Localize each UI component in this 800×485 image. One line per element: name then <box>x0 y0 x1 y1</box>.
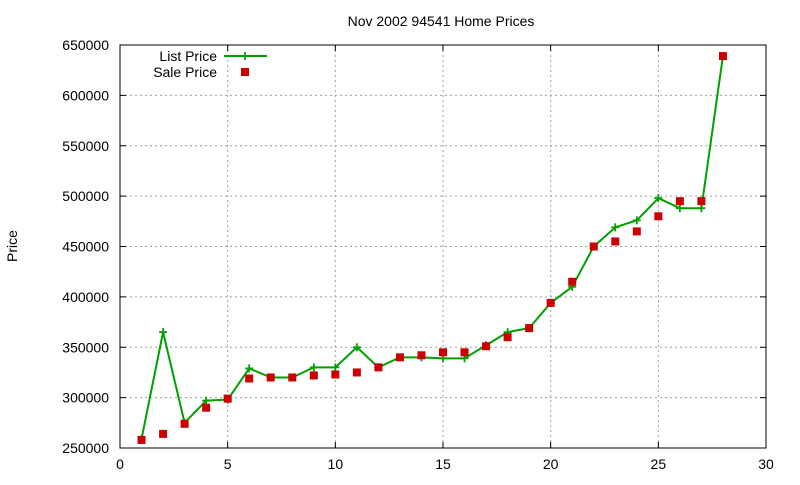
list-price-point <box>675 204 684 213</box>
sale-price-point <box>611 237 620 246</box>
series-sale-price <box>137 52 727 444</box>
list-price-point <box>245 364 254 373</box>
sale-price-point <box>374 363 383 372</box>
y-axis-title: Price <box>4 230 20 262</box>
y-tick-label: 550000 <box>62 138 109 154</box>
sale-price-point <box>675 197 684 206</box>
y-tick-label: 600000 <box>62 87 109 103</box>
sale-price-point <box>718 52 727 61</box>
sale-price-point <box>503 333 512 342</box>
grid <box>120 45 766 448</box>
sale-price-point <box>223 394 232 403</box>
list-price-point <box>654 194 663 203</box>
sale-price-point <box>482 342 491 351</box>
legend-label-list-price: List Price <box>159 48 217 64</box>
sale-price-point <box>697 197 706 206</box>
sale-price-point <box>180 419 189 428</box>
sale-price-point <box>525 324 534 333</box>
list-price-point <box>632 216 641 225</box>
series-list-price <box>137 52 727 443</box>
y-tick-label: 450000 <box>62 239 109 255</box>
y-tick-label: 650000 <box>62 37 109 53</box>
sale-price-point <box>460 348 469 357</box>
sale-price-point <box>288 373 297 382</box>
sale-price-point <box>417 351 426 360</box>
sale-price-point <box>159 429 168 438</box>
legend-label-sale-price: Sale Price <box>153 64 217 80</box>
y-tick-label: 500000 <box>62 188 109 204</box>
sale-price-point <box>632 227 641 236</box>
legend-marker-list-price <box>241 52 249 60</box>
list-price-point <box>352 343 361 352</box>
y-tick-label: 250000 <box>62 440 109 456</box>
sale-price-point <box>654 212 663 221</box>
y-tick-label: 400000 <box>62 289 109 305</box>
sale-price-point <box>568 277 577 286</box>
list-price-point <box>309 363 318 372</box>
sale-price-point <box>331 370 340 379</box>
sale-price-point <box>137 435 146 444</box>
sale-price-point <box>309 371 318 380</box>
sale-price-point <box>352 368 361 377</box>
x-tick-label: 15 <box>435 456 451 472</box>
sale-price-point <box>266 373 275 382</box>
plot-series <box>137 52 727 444</box>
legend-marker-sale-price <box>241 68 249 76</box>
sale-price-point <box>395 353 404 362</box>
chart-title: Nov 2002 94541 Home Prices <box>348 13 535 29</box>
sale-price-point <box>589 242 598 251</box>
y-tick-label: 300000 <box>62 390 109 406</box>
list-price-point <box>202 396 211 405</box>
sale-price-point <box>245 374 254 383</box>
x-tick-label: 0 <box>116 456 124 472</box>
y-tick-label: 350000 <box>62 339 109 355</box>
x-tick-label: 10 <box>328 456 344 472</box>
sale-price-point <box>546 298 555 307</box>
sale-price-point <box>202 403 211 412</box>
sale-price-point <box>439 348 447 357</box>
x-tick-label: 25 <box>651 456 667 472</box>
list-price-point <box>611 223 620 232</box>
list-price-line <box>140 55 724 440</box>
list-price-point <box>159 328 168 337</box>
x-tick-label: 30 <box>758 456 774 472</box>
plot-frame <box>119 44 767 449</box>
list-price-point <box>331 363 340 372</box>
axis-ticks: 250000 300000 350000 400000 450000 500000 5500… <box>62 37 774 472</box>
list-price-point <box>697 204 706 213</box>
x-tick-label: 20 <box>543 456 559 472</box>
x-tick-label: 5 <box>224 456 232 472</box>
